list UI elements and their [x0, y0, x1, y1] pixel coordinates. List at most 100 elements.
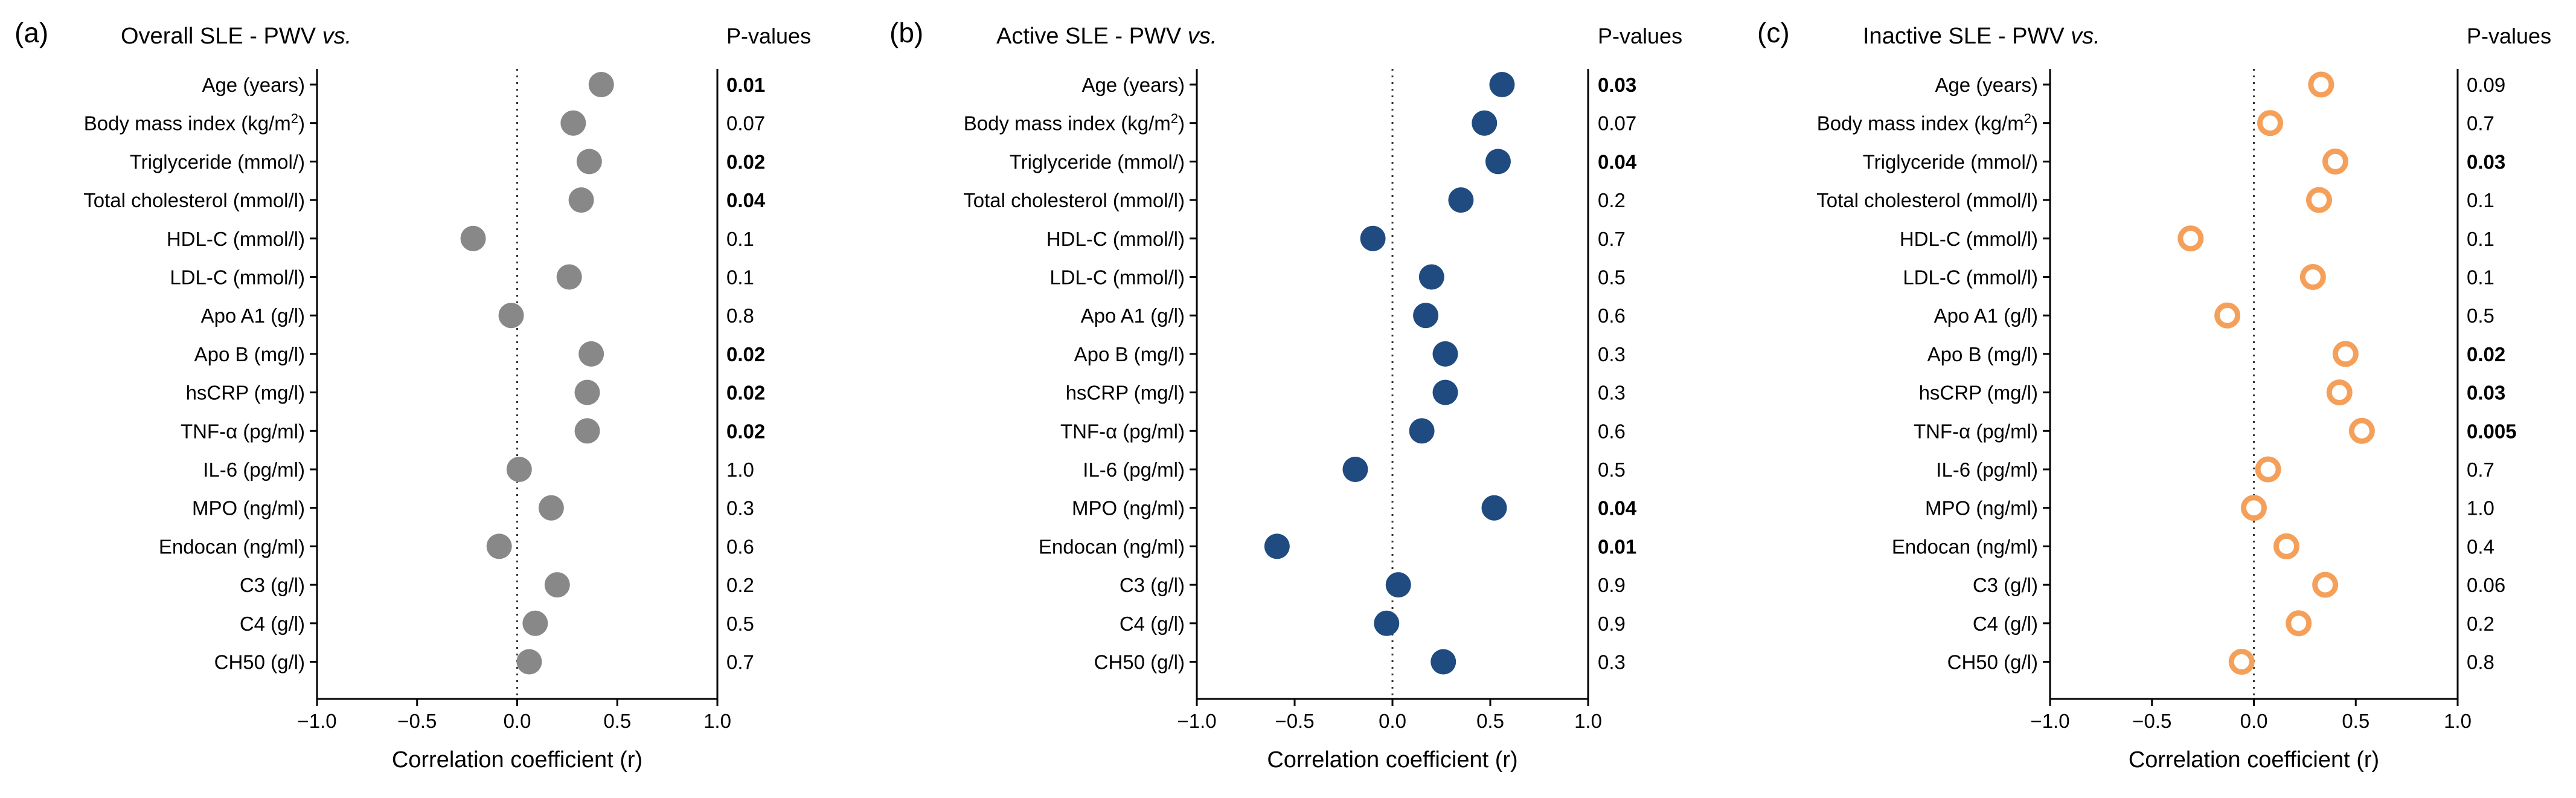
pvalue-label: 0.04: [1598, 150, 1637, 173]
category-label: MPO (ng/ml): [192, 497, 305, 520]
data-point: [2177, 225, 2204, 252]
category-label: Age (years): [1935, 74, 2038, 96]
pvalue-label: 0.06: [2467, 574, 2505, 596]
x-tick-label: 1.0: [2444, 710, 2472, 732]
category-label: CH50 (g/l): [214, 651, 305, 674]
pvalue-label: 0.8: [726, 304, 754, 327]
pvalue-label: 0.3: [726, 497, 754, 520]
category-label: Total cholesterol (mmol/l): [963, 189, 1185, 211]
category-label: MPO (ng/ml): [1072, 497, 1185, 520]
pvalue-label: 0.02: [726, 150, 765, 173]
pvalue-label: 0.9: [1598, 574, 1626, 596]
category-label: Age (years): [202, 74, 305, 96]
category-label: Apo A1 (g/l): [201, 304, 305, 327]
data-point: [588, 72, 614, 97]
category-label: Endocan (ng/ml): [1892, 535, 2038, 558]
panel-title: Overall SLE - PWV vs.: [121, 24, 351, 49]
pvalue-label: 0.4: [2467, 535, 2494, 558]
category-label: Apo A1 (g/l): [1081, 304, 1185, 327]
category-label: hsCRP (mg/l): [186, 382, 305, 404]
pvalue-label: 0.03: [2467, 150, 2505, 173]
category-label: Age (years): [1081, 74, 1185, 96]
data-point: [506, 457, 532, 482]
data-point: [556, 264, 582, 290]
pvalue-label: 0.04: [1598, 497, 1637, 520]
panel-label: (c): [1757, 17, 1790, 48]
data-point: [2299, 264, 2326, 290]
data-point: [2312, 571, 2339, 598]
category-label: hsCRP (mg/l): [1919, 382, 2038, 404]
category-label: HDL-C (mmol/l): [1900, 228, 2038, 250]
category-label: Apo A1 (g/l): [1934, 304, 2038, 327]
category-label: LDL-C (mmol/l): [1049, 266, 1185, 289]
category-label: LDL-C (mmol/l): [1903, 266, 2038, 289]
data-point: [2286, 610, 2312, 637]
panel-a: (a) Overall SLE - PWV vs. P-values −1.0 −0.5…: [14, 17, 811, 773]
pvalue-label: 0.07: [726, 112, 765, 135]
x-tick-label: −1.0: [297, 710, 336, 732]
pvalue-label: 0.6: [1598, 304, 1626, 327]
pvalue-label: 0.5: [2467, 304, 2494, 327]
pvalue-label: 0.005: [2467, 420, 2517, 442]
pvalue-label: 0.02: [726, 420, 765, 442]
category-label: Body mass index (kg/m2): [84, 111, 305, 135]
pvalue-label: 0.02: [726, 343, 765, 365]
category-label: Body mass index (kg/m2): [1817, 111, 2038, 135]
data-point: [578, 341, 604, 367]
category-label: CH50 (g/l): [1947, 651, 2038, 674]
pvalue-header: P-values: [2467, 24, 2551, 48]
data-point: [560, 110, 586, 136]
data-point: [2214, 302, 2241, 329]
pvalue-label: 0.03: [1598, 74, 1636, 96]
pvalue-label: 1.0: [726, 459, 754, 481]
data-point: [1374, 610, 1400, 636]
pvalue-label: 0.7: [2467, 459, 2494, 481]
pvalue-label: 0.07: [1598, 112, 1636, 135]
pvalue-label: 0.5: [726, 613, 754, 635]
pvalue-label: 0.3: [1598, 651, 1626, 674]
data-point: [2228, 649, 2255, 675]
data-point: [1485, 149, 1511, 175]
panel-b: (b) Active SLE - PWV vs. P-values −1.0 −0.5 0…: [889, 17, 1682, 773]
pvalue-label: 0.1: [2467, 228, 2494, 250]
data-point: [2241, 495, 2267, 521]
category-label: hsCRP (mg/l): [1066, 382, 1185, 404]
data-point: [498, 303, 524, 329]
pvalue-label: 0.01: [1598, 535, 1636, 558]
panel-c: (c) Inactive SLE - PWV vs. P-values −1.0 −0.…: [1757, 17, 2551, 773]
pvalue-label: 0.09: [2467, 74, 2505, 96]
data-point: [1431, 649, 1456, 675]
data-point: [2308, 71, 2334, 98]
data-point: [460, 225, 486, 251]
x-tick-label: −1.0: [2030, 710, 2069, 732]
x-axis-label: Correlation coefficient (r): [2129, 747, 2379, 773]
pvalue-label: 0.5: [1598, 266, 1626, 289]
data-point: [516, 649, 542, 675]
category-label: Total cholesterol (mmol/l): [83, 189, 305, 211]
data-point: [1432, 379, 1458, 405]
x-tick-label: 0.5: [1476, 710, 1504, 732]
pvalue-label: 0.3: [1598, 382, 1626, 404]
category-label: Endocan (ng/ml): [159, 535, 305, 558]
pvalue-label: 0.02: [2467, 343, 2505, 365]
data-point: [1342, 457, 1368, 482]
pvalue-label: 0.9: [1598, 613, 1626, 635]
category-label: TNF-α (pg/ml): [181, 420, 305, 442]
x-axis-label: Correlation coefficient (r): [392, 747, 642, 773]
panel-title: Inactive SLE - PWV vs.: [1863, 24, 2100, 49]
category-label: C3 (g/l): [240, 574, 305, 596]
category-label: Apo B (mg/l): [1074, 343, 1185, 365]
x-tick-label: −0.5: [2132, 710, 2171, 732]
data-point: [1448, 187, 1474, 213]
pvalue-label: 0.02: [726, 382, 765, 404]
data-point: [1409, 418, 1435, 444]
pvalue-label: 0.6: [1598, 420, 1626, 442]
data-point: [2306, 187, 2332, 213]
pvalue-label: 0.2: [726, 574, 754, 596]
category-label: Apo B (mg/l): [1927, 343, 2038, 365]
category-label: C4 (g/l): [1973, 613, 2038, 635]
data-point: [576, 149, 602, 175]
x-tick-label: 0.5: [603, 710, 631, 732]
pvalue-label: 0.8: [2467, 651, 2494, 674]
pvalue-label: 0.01: [726, 74, 765, 96]
